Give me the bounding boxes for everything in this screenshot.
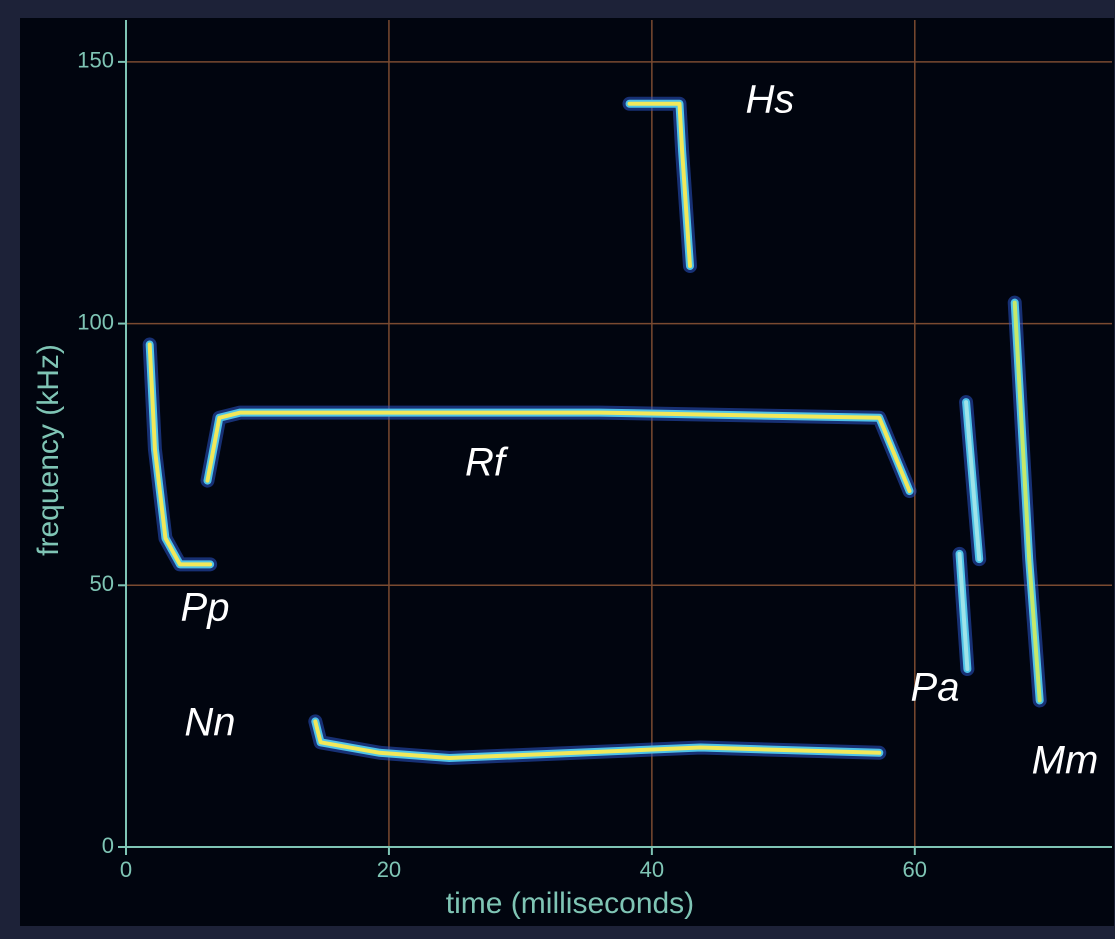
x-axis-title: time (milliseconds) <box>446 887 694 920</box>
y-axis-title: frequency (kHz) <box>32 344 65 556</box>
series-label: Pa <box>911 666 960 710</box>
series-label: Pp <box>181 586 230 630</box>
series-line <box>627 101 692 269</box>
y-tick-label: 150 <box>77 48 114 73</box>
x-tick-label: 60 <box>903 857 927 882</box>
series-label: Nn <box>184 701 235 745</box>
y-tick-label: 0 <box>102 833 114 858</box>
y-tick-label: 50 <box>90 571 114 596</box>
series-line <box>147 342 213 567</box>
plot-background <box>20 18 1114 926</box>
series-label: Hs <box>746 78 795 122</box>
series-label: Mm <box>1032 739 1099 783</box>
series-line <box>313 719 882 761</box>
series-label: Rf <box>465 441 509 485</box>
y-tick-label: 100 <box>77 309 114 334</box>
x-tick-label: 20 <box>377 857 401 882</box>
series-line <box>957 400 982 672</box>
x-tick-label: 40 <box>640 857 664 882</box>
x-tick-label: 0 <box>120 857 132 882</box>
series-line <box>1012 300 1042 703</box>
series-line <box>205 410 912 494</box>
